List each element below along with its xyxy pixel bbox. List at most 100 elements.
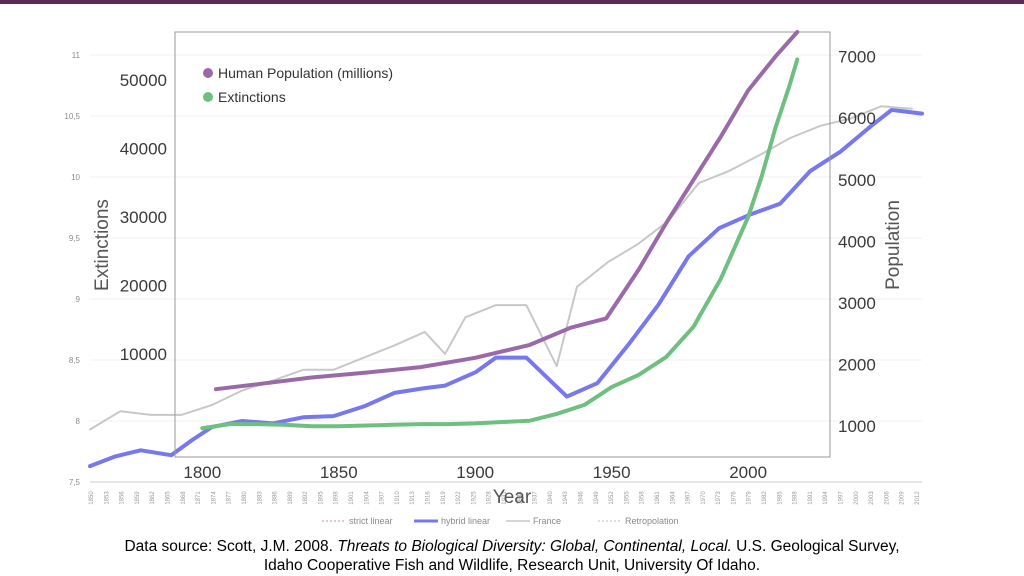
- bg-x-tick-label: 1880: [242, 491, 248, 505]
- source-line-1: Data source: Scott, J.M. 2008. Threats t…: [0, 537, 1024, 556]
- x-tick-label: 1850: [320, 463, 358, 482]
- bg-x-tick-label: 1904: [364, 491, 370, 505]
- bg-x-tick-label: 1919: [441, 491, 447, 505]
- legend-label-human-population-millions: Human Population (millions): [218, 65, 393, 81]
- x-tick-label: 1800: [183, 463, 221, 482]
- bg-x-tick-label: 1886: [273, 491, 279, 505]
- source-title: Threats to Biological Diversity: Global,…: [337, 538, 732, 555]
- bg-x-tick-label: 1868: [181, 491, 187, 505]
- bg-x-tick-label: 1874: [211, 491, 217, 505]
- y-axis-title: Extinctions: [92, 199, 113, 291]
- bg-series-line-france: [89, 105, 913, 431]
- bg-x-tick-label: 1928: [487, 491, 493, 505]
- bg-x-tick-label: 1985: [777, 491, 783, 505]
- composite-chart: 7,5 8 8,5 9 9,5 10 10,5 11 1850 1853 1856 1859 1862 1…: [64, 30, 924, 526]
- bg-x-tick-label: 1925: [471, 491, 477, 505]
- series-line-human-population-millions: [213, 30, 800, 392]
- top-accent-bar: [0, 0, 1024, 4]
- source-line-2: Idaho Cooperative Fish and Wildlife, Res…: [263, 557, 761, 574]
- bg-y-tick-label: 8: [76, 417, 81, 426]
- bg-x-tick-label: 2006: [884, 491, 890, 505]
- bg-x-tick-label: 1877: [227, 491, 233, 505]
- bg-y-tick-label: 10,5: [64, 112, 80, 121]
- bg-x-tick-label: 2009: [900, 491, 906, 505]
- y2-tick-label: 6000: [838, 109, 876, 128]
- bg-series-line-hybrid-linear: [88, 107, 924, 469]
- bg-x-tick-label: 1994: [823, 491, 829, 505]
- bg-x-tick-label: 1982: [762, 491, 768, 505]
- bg-y-tick-label: 8,5: [69, 356, 81, 365]
- x-tick-label: 2000: [729, 463, 767, 482]
- bg-x-tick-label: 1946: [578, 491, 584, 505]
- bg-x-tick-label: 1931: [502, 491, 508, 505]
- y-tick-label: 20000: [120, 277, 167, 296]
- bg-y-tick-label: 9: [76, 295, 81, 304]
- bg-x-tick-label: 1952: [609, 491, 615, 505]
- plot-frame: [174, 31, 831, 458]
- x-axis-title: Year: [493, 487, 532, 508]
- bg-x-tick-label: 1865: [165, 491, 171, 505]
- bg-x-tick-label: 1997: [839, 491, 845, 505]
- background-chart: 7,5 8 8,5 9 9,5 10 10,5 11 1850 1853 1856 1859 1862 1…: [64, 51, 924, 526]
- bg-x-tick-label: 1934: [517, 491, 523, 505]
- y-tick-label: 10000: [120, 345, 167, 364]
- bg-x-tick-label: 1940: [548, 491, 554, 505]
- bg-legend-label-retropolation: Retropolation: [625, 516, 679, 526]
- bg-x-tick-label: 1970: [701, 491, 707, 505]
- bg-x-tick-label: 1898: [334, 491, 340, 505]
- bg-x-tick-label: 1856: [120, 491, 126, 505]
- bg-x-tick-label: 1910: [395, 491, 401, 505]
- bg-x-tick-label: 1883: [257, 491, 263, 505]
- source-prefix: Data source: Scott, J.M. 2008.: [124, 538, 338, 555]
- bg-legend-label-france: France: [533, 516, 561, 526]
- bg-x-tick-label: 1853: [104, 491, 110, 505]
- y2-tick-label: 1000: [838, 417, 876, 436]
- y2-tick-label: 7000: [838, 48, 876, 67]
- bg-y-tick-label: 7,5: [69, 478, 81, 487]
- bg-x-tick-label: 1964: [670, 491, 676, 505]
- bg-x-tick-label: 1961: [655, 491, 661, 505]
- bg-x-tick-label: 1895: [318, 491, 324, 505]
- bg-y-tick-label: 11: [72, 51, 81, 60]
- bg-x-tick-label: 1892: [303, 491, 309, 505]
- bg-x-tick-label: 1871: [196, 491, 202, 505]
- bg-x-tick-label: 1973: [716, 491, 722, 505]
- bg-x-tick-label: 1916: [426, 491, 432, 505]
- y-tick-label: 30000: [120, 208, 167, 227]
- bg-x-tick-label: 1937: [533, 491, 539, 505]
- bg-x-tick-label: 1958: [640, 491, 646, 505]
- bg-legend-label-hybrid-linear: hybrid linear: [441, 516, 490, 526]
- source-suffix: U.S. Geological Survey,: [731, 538, 900, 555]
- y2-tick-label: 3000: [838, 294, 876, 313]
- bg-x-tick-label: 1967: [686, 491, 692, 505]
- bg-x-tick-label: 2000: [854, 491, 860, 505]
- bg-x-tick-label: 2003: [869, 491, 875, 505]
- bg-x-tick-label: 1979: [747, 491, 753, 505]
- x-tick-label: 1900: [456, 463, 494, 482]
- bg-x-tick-label: 1976: [731, 491, 737, 505]
- y-tick-label: 40000: [120, 140, 167, 159]
- bg-x-tick-label: 1988: [793, 491, 799, 505]
- bg-x-tick-label: 2012: [915, 491, 921, 505]
- bg-x-tick-label: 1991: [808, 491, 814, 505]
- bg-x-tick-label: 1901: [349, 491, 355, 505]
- data-source-caption: Data source: Scott, J.M. 2008. Threats t…: [0, 537, 1024, 575]
- y2-tick-label: 2000: [838, 356, 876, 375]
- bg-x-tick-label: 1907: [380, 491, 386, 505]
- bg-x-tick-label: 1862: [150, 491, 156, 505]
- bg-x-tick-label: 1949: [594, 491, 600, 505]
- bg-x-tick-label: 1913: [410, 491, 416, 505]
- bg-x-tick-label: 1889: [288, 491, 294, 505]
- bg-x-tick-label: 1922: [456, 491, 462, 505]
- y2-tick-label: 4000: [838, 232, 876, 251]
- bg-x-tick-label: 1955: [624, 491, 630, 505]
- bg-x-tick-label: 1859: [135, 491, 141, 505]
- y2-tick-label: 5000: [838, 171, 876, 190]
- y2-axis-title: Population: [883, 200, 904, 290]
- legend-marker-human-population-millions: [203, 68, 213, 78]
- bg-y-tick-label: 9,5: [69, 234, 81, 243]
- y-tick-label: 50000: [120, 71, 167, 90]
- bg-x-tick-label: 1943: [563, 491, 569, 505]
- series-line-extinctions: [200, 57, 800, 431]
- x-tick-label: 1950: [593, 463, 631, 482]
